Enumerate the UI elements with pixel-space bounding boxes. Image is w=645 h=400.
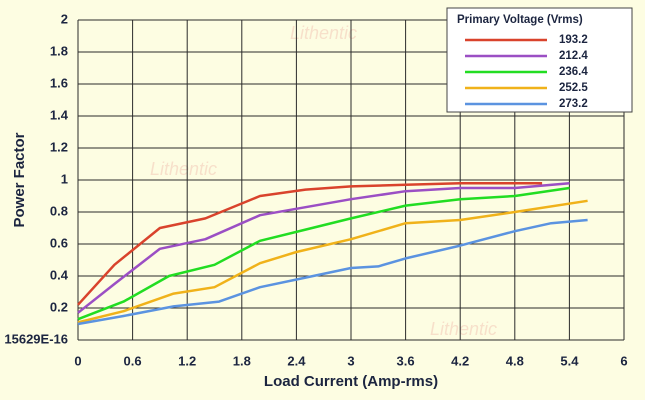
data-line [77,199,588,324]
x-tick-label: 6 [620,353,627,368]
legend-label: 236.4 [559,66,588,78]
legend-box [446,7,633,113]
x-tick-label: 0 [74,353,81,368]
x-tick-label: 0.6 [124,353,142,368]
y-tick-label: 0.4 [50,267,69,282]
x-tick-label: 3 [347,353,354,368]
y-tick-label: 1.2 [50,139,68,154]
watermark: Lithentic [290,23,357,43]
data-line [77,186,570,321]
data-line [77,181,543,306]
y-tick-label: 1.6 [50,75,68,90]
y-tick-label: 1 [61,171,68,186]
y-tick-label: 15629E-16 [4,331,68,346]
y-tick-label: 0.8 [50,203,68,218]
x-tick-label: 3.6 [397,353,415,368]
y-tick-label: 0.6 [50,235,68,250]
legend-label: 212.4 [559,50,588,62]
data-line [77,218,588,326]
x-tick-label: 4.2 [451,353,469,368]
legend-label: 193.2 [559,34,588,46]
x-tick-label: 2.4 [287,353,306,368]
y-tick-label: 0.2 [50,299,68,314]
y-tick-label: 2 [61,11,68,26]
y-axis-label: Power Factor [11,132,28,227]
legend: Primary Voltage (Vrms) 193.2 212.4 236.4 252… [446,7,633,113]
x-tick-label: 1.8 [233,353,251,368]
x-tick-label: 5.4 [560,353,579,368]
data-line [77,181,570,314]
y-tick-label: 1.8 [50,43,68,58]
watermark: Lithentic [150,159,217,179]
legend-label: 273.2 [559,98,588,110]
legend-label: 252.5 [559,82,588,94]
y-tick-label: 1.4 [50,107,69,122]
watermark: Lithentic [430,319,497,339]
x-tick-label: 1.2 [178,353,196,368]
legend-title: Primary Voltage (Vrms) [457,14,583,26]
x-axis-label: Load Current (Amp-rms) [264,373,438,390]
x-tick-label: 4.8 [506,353,524,368]
